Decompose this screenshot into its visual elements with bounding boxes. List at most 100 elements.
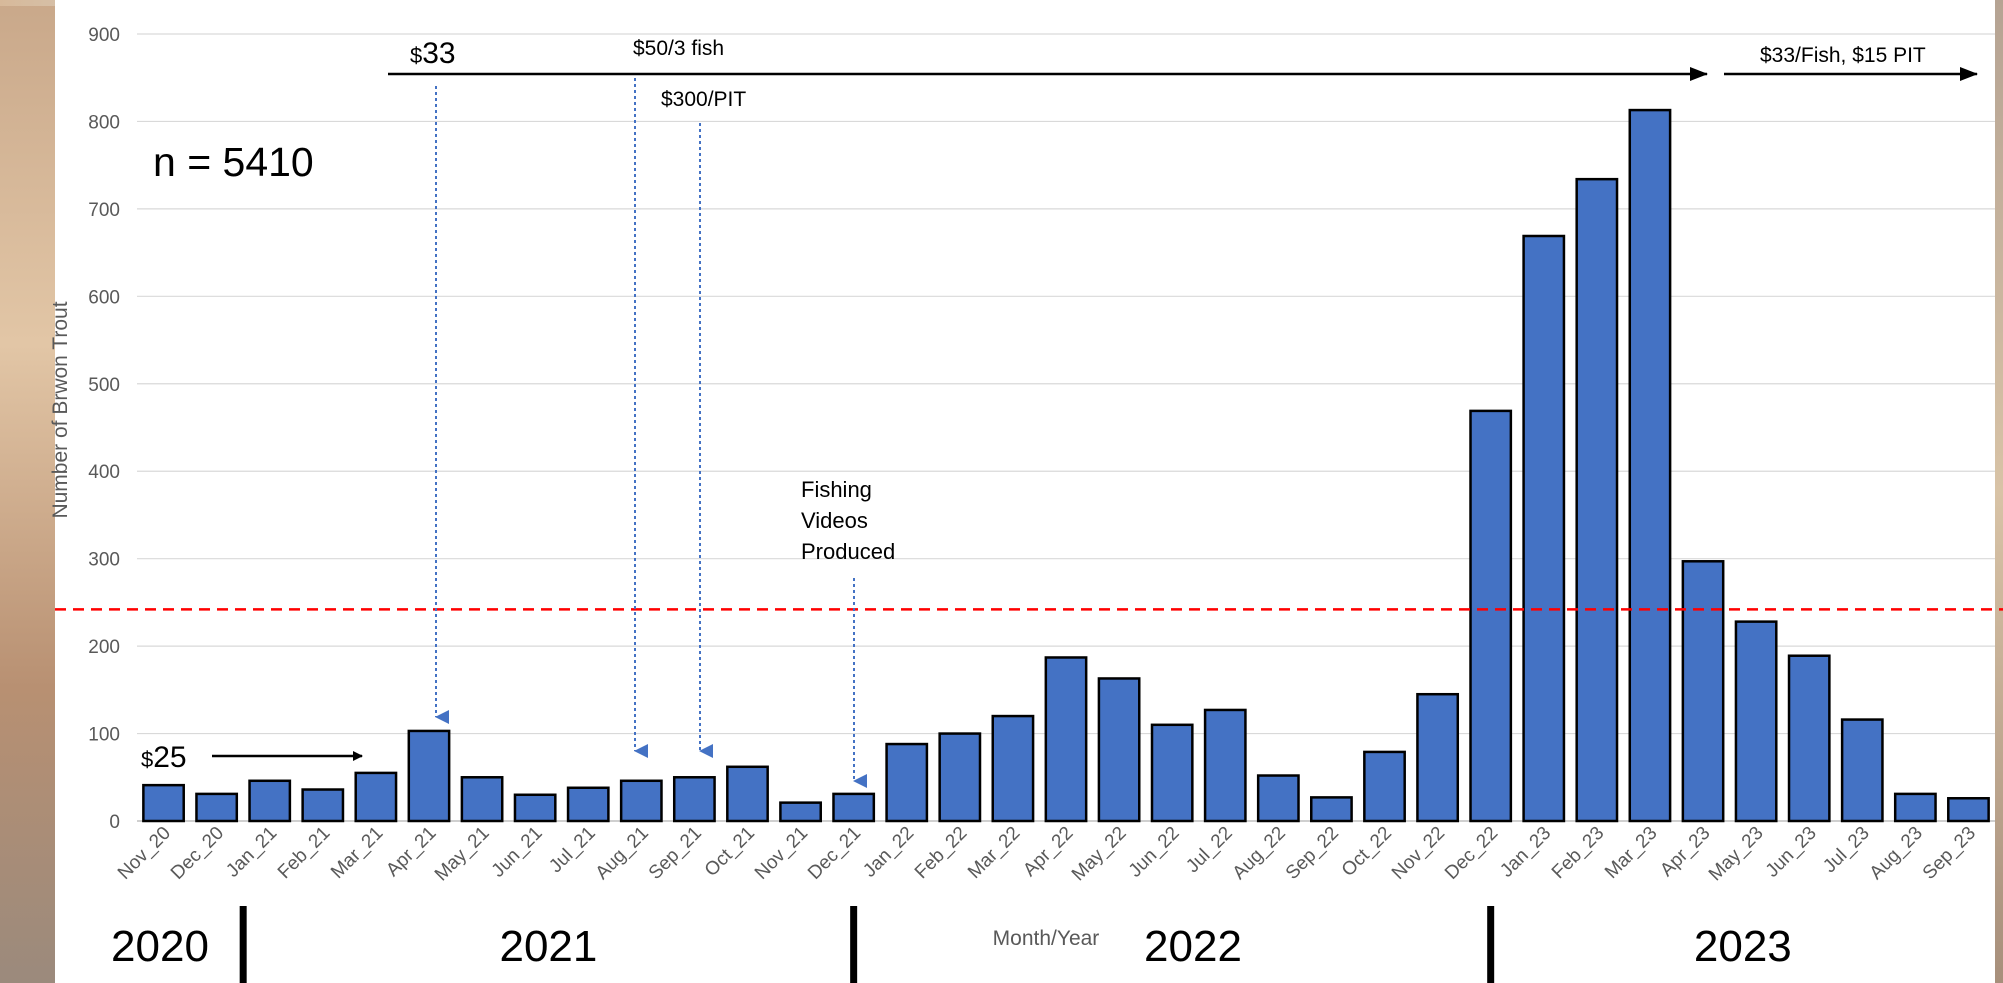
background-photo-left — [0, 0, 60, 983]
x-tick-label: Mar_21 — [327, 823, 387, 883]
x-tick-label: Jun_23 — [1762, 823, 1821, 882]
bar — [1734, 620, 1778, 823]
bar — [407, 729, 451, 823]
reward-33-amount: 33 — [422, 37, 455, 70]
bar — [832, 792, 876, 823]
x-tick-label: Nov_21 — [751, 823, 812, 884]
bar — [1840, 718, 1884, 823]
bar — [1256, 774, 1300, 823]
x-tick-label: Aug_21 — [592, 823, 653, 884]
y-tick-label: 600 — [88, 287, 120, 308]
x-tick-label: Jun_22 — [1125, 823, 1184, 882]
bar — [1787, 654, 1831, 823]
fishing-videos-line-3: Produced — [801, 539, 895, 564]
bar — [779, 801, 822, 823]
x-tick-label: Feb_21 — [274, 823, 334, 883]
fish-50-label: $50/3 fish — [633, 37, 724, 60]
x-tick-label: Nov_22 — [1388, 823, 1449, 884]
bar — [1044, 656, 1088, 823]
x-tick-label: Oct_21 — [701, 823, 759, 881]
bars — [142, 108, 1990, 823]
x-tick-label: Mar_23 — [1601, 823, 1661, 883]
fishing-videos-line-1: Fishing — [801, 477, 872, 502]
x-tick-label: Dec_21 — [804, 823, 865, 884]
bar — [885, 742, 929, 823]
bar — [1681, 560, 1725, 823]
year-label: 2020 — [111, 922, 209, 971]
x-tick-label: Jan_22 — [859, 823, 918, 882]
x-tick-label: Sep_21 — [645, 823, 706, 884]
x-tick-label: Jun_21 — [488, 823, 547, 882]
bar — [1203, 708, 1247, 823]
bar — [1893, 792, 1937, 823]
x-tick-label: May_23 — [1705, 823, 1768, 886]
bar — [991, 714, 1035, 823]
x-tick-label: Sep_22 — [1282, 823, 1343, 884]
x-tick-label: May_21 — [431, 823, 494, 886]
bar — [301, 788, 345, 823]
bar — [460, 776, 504, 823]
y-tick-label: 100 — [88, 725, 120, 746]
x-axis-ticks: Nov_20Dec_20Jan_21Feb_21Mar_21Apr_21May_… — [114, 823, 1980, 886]
gridlines — [137, 33, 1995, 822]
year-label: 2022 — [1144, 922, 1242, 971]
bar — [1469, 409, 1513, 823]
x-tick-label: Mar_22 — [964, 823, 1024, 883]
bar — [142, 783, 185, 823]
x-tick-label: Aug_23 — [1866, 823, 1927, 884]
reward-33-label: $33 — [410, 37, 456, 70]
reward-25-currency: $ — [141, 747, 153, 772]
y-tick-label: 800 — [88, 112, 120, 133]
background-photo-right — [1993, 0, 2003, 983]
bar — [1310, 796, 1353, 823]
bar — [1575, 177, 1619, 823]
bar — [354, 771, 398, 823]
y-tick-label: 0 — [109, 812, 120, 833]
x-tick-label: Dec_20 — [167, 823, 228, 884]
y-axis-title: Number of Brwon Trout — [49, 301, 72, 518]
bar — [1416, 692, 1460, 823]
bar — [195, 792, 239, 823]
year-dividers: 2020 2021 2022 2023 — [111, 906, 1792, 983]
y-tick-label: 500 — [88, 375, 120, 396]
bar — [566, 786, 610, 823]
y-axis-ticks: 0 100 200 300 400 500 600 700 800 900 — [88, 25, 120, 833]
bar — [1522, 234, 1566, 823]
reward-25-amount: 25 — [153, 741, 186, 774]
bar — [938, 732, 982, 823]
bar — [1947, 797, 1990, 823]
x-axis-title: Month/Year — [993, 927, 1100, 950]
x-tick-label: Sep_23 — [1919, 823, 1980, 884]
bar — [1097, 677, 1141, 823]
x-tick-label: Nov_20 — [114, 823, 175, 884]
y-tick-label: 200 — [88, 637, 120, 658]
reward-25-label: $25 — [141, 741, 187, 774]
fishing-videos-line-2: Videos — [801, 508, 868, 533]
sample-size-label: n = 5410 — [153, 139, 314, 185]
x-tick-label: Feb_22 — [911, 823, 971, 883]
bar — [726, 765, 769, 823]
y-tick-label: 900 — [88, 25, 120, 46]
year-label: 2021 — [499, 922, 597, 971]
x-tick-label: Aug_22 — [1229, 823, 1290, 884]
bar — [513, 793, 557, 823]
y-tick-label: 700 — [88, 200, 120, 221]
bar — [619, 779, 663, 823]
x-tick-label: Oct_22 — [1338, 823, 1396, 881]
bar — [672, 776, 716, 823]
x-tick-label: Dec_22 — [1441, 823, 1502, 884]
y-tick-label: 300 — [88, 550, 120, 571]
y-tick-label: 400 — [88, 462, 120, 483]
x-tick-label: Jan_21 — [222, 823, 281, 882]
fishing-videos-label: Fishing Videos Produced — [801, 477, 895, 564]
annotations: $25 $33 $50/3 fish $300/PIT $33/Fish, $1… — [141, 37, 1978, 788]
bar — [1150, 723, 1194, 823]
x-tick-label: Jan_23 — [1496, 823, 1555, 882]
year-label: 2023 — [1694, 922, 1792, 971]
x-tick-label: Feb_23 — [1548, 823, 1608, 883]
bar — [248, 779, 292, 823]
reward-33-currency: $ — [410, 43, 422, 68]
bar — [1363, 750, 1406, 823]
